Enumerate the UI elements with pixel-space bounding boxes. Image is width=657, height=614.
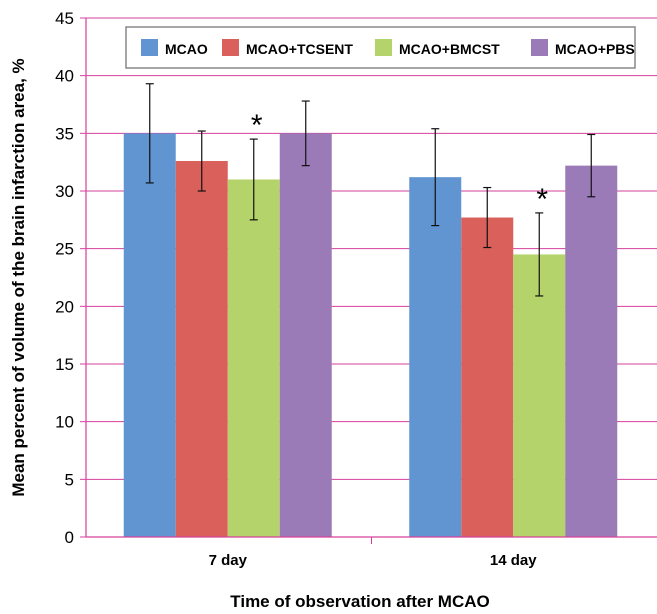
significance-asterisk: * [536,183,548,216]
bar [513,254,566,537]
legend-swatch [141,39,158,56]
x-tick-label: 14 day [490,552,537,569]
y-axis-title: Mean percent of volume of the brain infa… [9,58,28,496]
significance-asterisk: * [251,109,263,142]
legend-label: MCAO+TCSENT [246,41,353,57]
y-tick-label: 20 [55,297,74,316]
bar [123,133,176,538]
y-tick-label: 45 [55,9,74,28]
bar [409,177,462,537]
error-bars [145,83,596,297]
annotations: ** [251,109,549,216]
legend-label: MCAO [165,41,208,57]
y-tick-label: 0 [65,528,74,547]
x-tick-labels: 7 day 14 day [209,552,538,569]
y-tick-label: 25 [55,240,74,259]
legend-label: MCAO+PBS [555,41,635,57]
x-axis-title: Time of observation after MCAO [230,592,489,611]
bar [279,133,332,538]
y-tick-label: 10 [55,413,74,432]
legend-swatch [531,39,548,56]
y-tick-label: 15 [55,355,74,374]
x-tick-label: 7 day [209,552,248,569]
y-tick-label: 30 [55,182,74,201]
axes [85,18,657,544]
bar [227,179,280,537]
bar [565,165,618,538]
y-tick-labels: 0 5 10 15 20 25 30 35 40 45 [55,9,74,547]
legend-swatch [375,39,392,56]
legend: MCAO MCAO+TCSENT MCAO+BMCST MCAO+PBS [125,26,636,69]
y-tick-label: 40 [55,67,74,86]
bars [123,133,618,538]
legend-swatch [222,39,239,56]
y-tick-label: 5 [65,470,74,489]
bar [175,161,228,537]
bar [461,217,514,537]
legend-label: MCAO+BMCST [399,41,500,57]
y-tick-label: 35 [55,124,74,143]
